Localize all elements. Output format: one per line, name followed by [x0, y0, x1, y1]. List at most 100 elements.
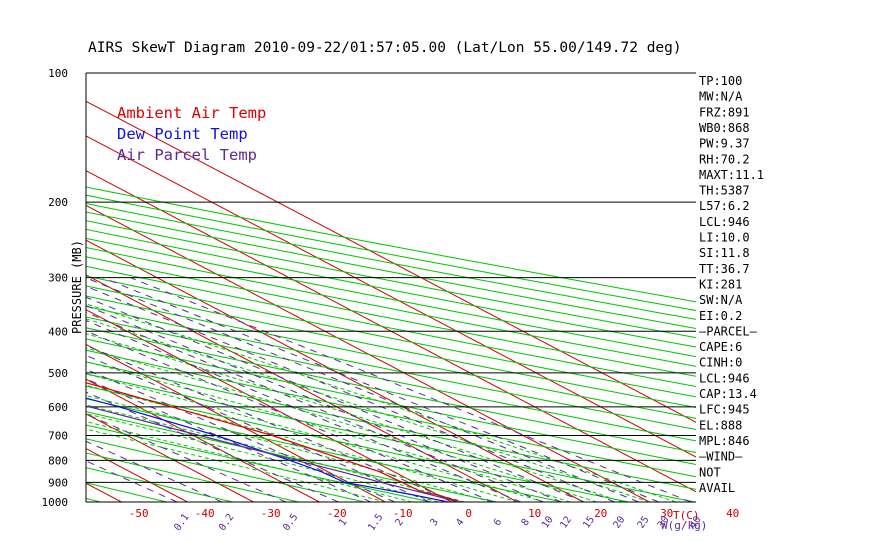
- pressure-tick-label: 200: [48, 196, 68, 209]
- dry-adiabat-line: [86, 424, 431, 502]
- side-panel-item: MAXT:11.1: [699, 168, 764, 182]
- side-panel-item: TH:5387: [699, 184, 750, 198]
- mixing-ratio-line: [86, 311, 544, 502]
- mixing-ratio-labels: 0.1 0.2 0.5 1 1.5 2 3 4 6 8 10 12 15 20 25 30 40: [172, 512, 703, 533]
- mixing-ratio-line: [86, 305, 562, 502]
- isotherm-line: [0, 73, 55, 502]
- pressure-tick-label: 400: [48, 325, 68, 338]
- side-panel-item: MW:N/A: [699, 90, 743, 104]
- mixing-ratio-label: 1.5: [366, 512, 385, 533]
- isotherm-line: [86, 274, 518, 502]
- mixing-ratio-line: [86, 391, 339, 502]
- mixing-ratio-label: 3: [428, 517, 440, 528]
- side-panel-item: KI:281: [699, 277, 742, 291]
- dry-adiabat-line: [86, 275, 696, 398]
- side-panel-item: LFC:945: [699, 403, 750, 417]
- mixing-ratio-label: 12: [558, 514, 574, 530]
- chart-title: AIRS SkewT Diagram 2010-09-22/01:57:05.0…: [88, 40, 682, 56]
- dry-adiabat-line: [86, 237, 696, 358]
- dry-adiabat-line: [86, 220, 696, 339]
- dry-adiabat-line: [86, 186, 696, 303]
- bottom-temperature-tick-labels: -50 -40 -30 -20 -10 0 10 20 30 40: [129, 507, 740, 520]
- side-panel-item: PW:9.37: [699, 137, 750, 151]
- bottom-temp-tick-label: -50: [129, 507, 149, 520]
- mixing-ratio-line: [86, 319, 521, 502]
- isotherm-line: [86, 378, 320, 502]
- isotherm-line: [86, 170, 696, 493]
- side-panel-item: —PARCEL—: [699, 324, 758, 338]
- pressure-tick-label: 1000: [42, 496, 69, 509]
- bottom-temp-tick-label: 40: [726, 507, 739, 520]
- mixing-ratio-label: 8: [520, 517, 532, 528]
- mixing-ratio-label: 4: [454, 517, 466, 528]
- bottom-temp-tick-label: -30: [261, 507, 281, 520]
- mixing-ratio-line: [102, 277, 659, 502]
- side-panel-item: RH:70.2: [699, 152, 750, 166]
- side-panel-item: CINH:0: [699, 356, 742, 370]
- isotherm-line: [86, 413, 254, 502]
- dry-adiabat-line: [86, 285, 696, 409]
- bottom-temp-tick-label: 30: [660, 507, 673, 520]
- dry-adiabat-line: [86, 467, 233, 502]
- isotherm-line: [86, 100, 696, 423]
- dry-adiabat-line: [86, 438, 365, 502]
- mixing-ratio-label: 0.1: [172, 512, 191, 533]
- bottom-temp-tick-label: -40: [195, 507, 215, 520]
- pressure-tick-labels: 100 200 300 400 500 600 700 800 900 1000: [42, 67, 69, 509]
- side-panel-item: TT:36.7: [699, 262, 750, 276]
- mixing-ratio-label: 0.5: [281, 512, 300, 533]
- mixing-ratio-line: [86, 285, 615, 502]
- dry-adiabat-line: [86, 211, 696, 329]
- mixing-ratio-line: [86, 330, 494, 502]
- legend: Ambient Air Temp Dew Point Temp Air Parcel…: [117, 104, 266, 164]
- pressure-tick-label: 500: [48, 367, 68, 380]
- mixing-ratio-label: 1: [337, 517, 349, 528]
- dry-adiabat-line: [86, 194, 696, 312]
- mixing-ratio-label: 2: [394, 517, 406, 528]
- side-panel-item: L57:6.2: [699, 199, 750, 213]
- moist-adiabat-line: [86, 421, 412, 502]
- moist-adiabat-line: [86, 318, 650, 502]
- bottom-temp-tick-label: 0: [465, 507, 472, 520]
- side-panel-item: SI:11.8: [699, 246, 750, 260]
- mixing-ratio-line: [130, 277, 692, 502]
- side-panel-item: EL:888: [699, 418, 742, 432]
- dry-adiabat-line: [86, 385, 629, 502]
- bottom-temp-tick-label: 20: [594, 507, 607, 520]
- isotherm-line: [86, 135, 696, 458]
- dry-adiabat-line: [86, 202, 696, 320]
- dry-adiabat-line: [86, 411, 497, 502]
- side-panel-item: AVAIL: [699, 481, 735, 495]
- side-panel-item: LCL:946: [699, 215, 750, 229]
- series-dew-point-temp: [86, 397, 449, 502]
- mixing-ratio-line: [86, 344, 456, 502]
- mixing-ratio-line: [86, 354, 430, 502]
- legend-entry: Dew Point Temp: [117, 125, 248, 143]
- mixing-ratio-line: [86, 277, 639, 502]
- dry-adiabat-lines: [86, 186, 696, 502]
- isotherm-line: [86, 343, 386, 502]
- series-ambient-air-temp: [86, 382, 462, 502]
- dry-adiabat-line: [86, 349, 696, 478]
- dry-adiabat-line: [86, 305, 696, 430]
- bottom-temp-tick-label: 10: [528, 507, 541, 520]
- mixing-ratio-lines: [86, 277, 692, 502]
- mixing-ratio-line: [86, 368, 395, 502]
- dry-adiabat-line: [86, 327, 696, 454]
- side-panel-item: MPL:846: [699, 434, 750, 448]
- x-axis-mixing-unit: W(g/kg): [661, 519, 707, 532]
- isobar-lines: [85, 72, 696, 503]
- side-panel-item: WB0:868: [699, 121, 750, 135]
- dry-adiabat-line: [86, 398, 563, 502]
- mixing-ratio-label: 25: [636, 514, 652, 530]
- bottom-temp-tick-label: -10: [393, 507, 413, 520]
- legend-entry: Air Parcel Temp: [117, 146, 257, 164]
- side-panel-item: NOT: [699, 465, 721, 479]
- pressure-tick-label: 300: [48, 272, 68, 285]
- side-panel-item: LI:10.0: [699, 231, 750, 245]
- side-panel-item: LCL:946: [699, 371, 750, 385]
- isotherm-lines: [0, 73, 696, 502]
- bottom-temp-tick-label: -20: [327, 507, 347, 520]
- dry-adiabat-line: [86, 295, 696, 419]
- side-panel-item: EI:0.2: [699, 309, 742, 323]
